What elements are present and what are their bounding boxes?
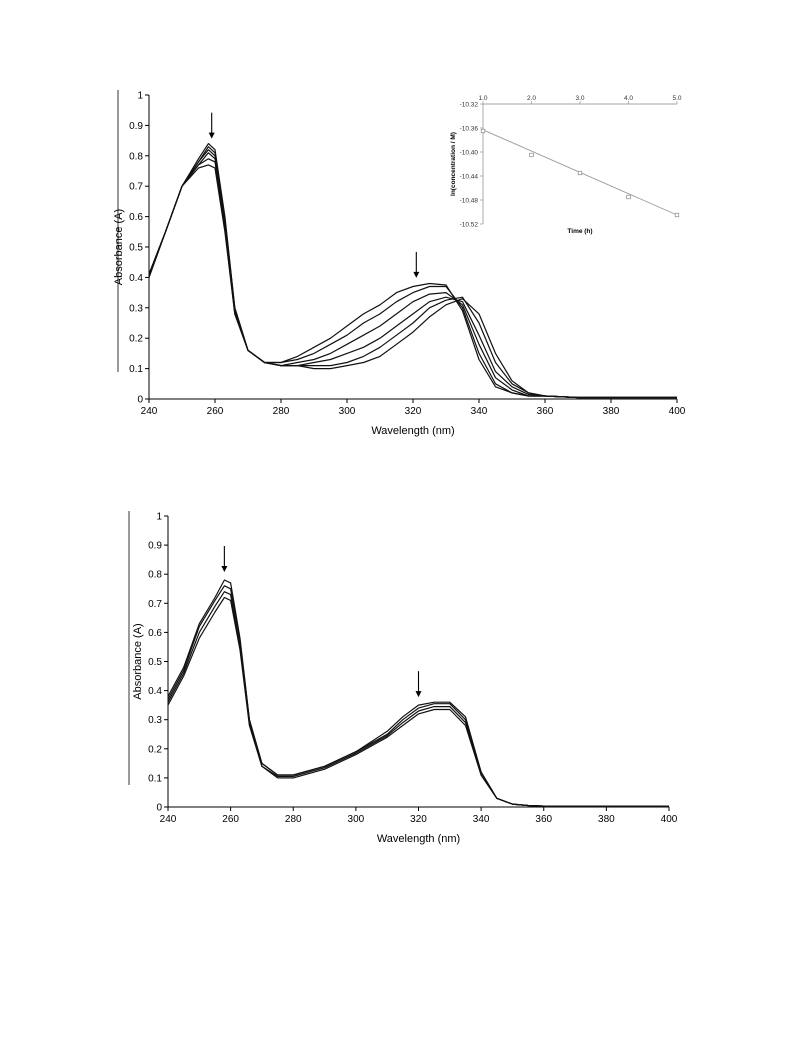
chart-2-inset-kinetics: -10.32 -10.36 -10.40 -10.44 -10.48 -10.52 1.0 2… <box>450 95 682 235</box>
chart-1-spectra: 0 0.1 0.2 0.3 0.4 0.5 0.6 0.7 0.8 0.9 1 240 260 280 30… <box>113 91 686 438</box>
y-tick-label: 0.7 <box>148 599 162 610</box>
spectrum-series-line-4 <box>148 152 677 399</box>
inset-y-tick-label: -10.32 <box>460 101 479 108</box>
inset-data-point <box>626 194 631 200</box>
x-tick-label: 280 <box>273 406 290 417</box>
y-tick-label: 0.4 <box>148 686 162 697</box>
y-tick-label: 0.3 <box>129 303 143 314</box>
y-tick-label: 0.1 <box>148 773 162 784</box>
inset-data-point <box>674 212 680 218</box>
y-tick-label: 0.3 <box>148 715 162 726</box>
arrow-1-head <box>208 132 215 139</box>
inset-data-point <box>480 128 486 134</box>
spectrum-series-line-3 <box>148 149 677 399</box>
x-tick-label: 400 <box>669 406 686 417</box>
y-tick-label: 0.9 <box>129 121 143 132</box>
x-tick-label: 320 <box>410 814 427 825</box>
y-tick-label: 1 <box>156 512 162 523</box>
inset-y-axis-title: ln(concentration / M) <box>450 132 457 196</box>
x-tick-label: 300 <box>339 406 356 417</box>
y-tick-label: 0.8 <box>129 151 143 162</box>
inset-data-point <box>529 152 534 158</box>
spectrum-series-line-5 <box>148 158 677 399</box>
y-tick-label: 0 <box>156 803 162 814</box>
inset-x-tick-label: 1.0 <box>478 95 487 102</box>
y-tick-label: 0.2 <box>129 334 143 345</box>
inset-y-tick-label: -10.44 <box>460 173 479 180</box>
inset-y-tick-label: -10.36 <box>460 125 479 132</box>
x-tick-label: 340 <box>473 814 490 825</box>
x-tick-label: 240 <box>160 814 177 825</box>
x-tick-label: 280 <box>285 814 302 825</box>
y-tick-label: 0.4 <box>129 273 143 284</box>
y-tick-label: 0 <box>137 395 143 406</box>
spectrum-series-line-3 <box>167 591 669 807</box>
x-tick-label: 260 <box>222 814 239 825</box>
x-tick-label: 300 <box>348 814 365 825</box>
x-tick-label: 360 <box>535 814 552 825</box>
chart-3-spectra: 0 0.1 0.2 0.3 0.4 0.5 0.6 0.7 0.8 0.9 1 240 260 280 30… <box>132 512 678 846</box>
y-axis-title: Absorbance (A) <box>132 623 144 699</box>
x-axis-title: Wavelength (nm) <box>371 425 454 437</box>
x-tick-label: 320 <box>405 406 422 417</box>
y-tick-label: 0.7 <box>129 182 143 193</box>
x-tick-label: 380 <box>598 814 615 825</box>
x-tick-label: 240 <box>141 406 158 417</box>
y-tick-label: 0.6 <box>148 628 162 639</box>
inset-data-point <box>577 170 583 176</box>
x-axis-title: Wavelength (nm) <box>377 833 460 845</box>
inset-y-tick-label: -10.40 <box>460 149 479 156</box>
spectrum-series-line-2 <box>148 146 677 399</box>
inset-x-tick-label: 4.0 <box>624 95 633 102</box>
y-tick-label: 1 <box>137 91 143 102</box>
y-tick-label: 0.2 <box>148 744 162 755</box>
x-tick-label: 340 <box>471 406 488 417</box>
y-tick-label: 0.9 <box>148 541 162 552</box>
y-tick-label: 0.1 <box>129 364 143 375</box>
inset-x-tick-label: 3.0 <box>575 95 584 102</box>
spectrum-series-line-4 <box>167 596 669 807</box>
y-tick-label: 0.6 <box>129 212 143 223</box>
arrow-1-head <box>221 566 228 573</box>
spectrum-series-line-6 <box>148 164 677 399</box>
y-tick-label: 0.8 <box>148 570 162 581</box>
y-axis-title: Absorbance (A) <box>113 209 125 285</box>
inset-x-tick-label: 5.0 <box>672 95 681 102</box>
y-tick-label: 0.5 <box>129 243 143 254</box>
inset-x-axis-title: Time (h) <box>567 228 592 235</box>
x-tick-label: 360 <box>537 406 554 417</box>
arrow-2-head <box>413 271 420 278</box>
inset-y-tick-label: -10.48 <box>460 197 479 204</box>
x-tick-label: 400 <box>661 814 678 825</box>
spectrum-series-line-1 <box>148 143 677 399</box>
inset-x-tick-label: 2.0 <box>527 95 536 102</box>
x-tick-label: 380 <box>603 406 620 417</box>
inset-y-tick-label: -10.52 <box>460 221 479 228</box>
arrow-2-head <box>415 691 422 698</box>
x-tick-label: 260 <box>207 406 224 417</box>
y-tick-label: 0.5 <box>148 657 162 668</box>
